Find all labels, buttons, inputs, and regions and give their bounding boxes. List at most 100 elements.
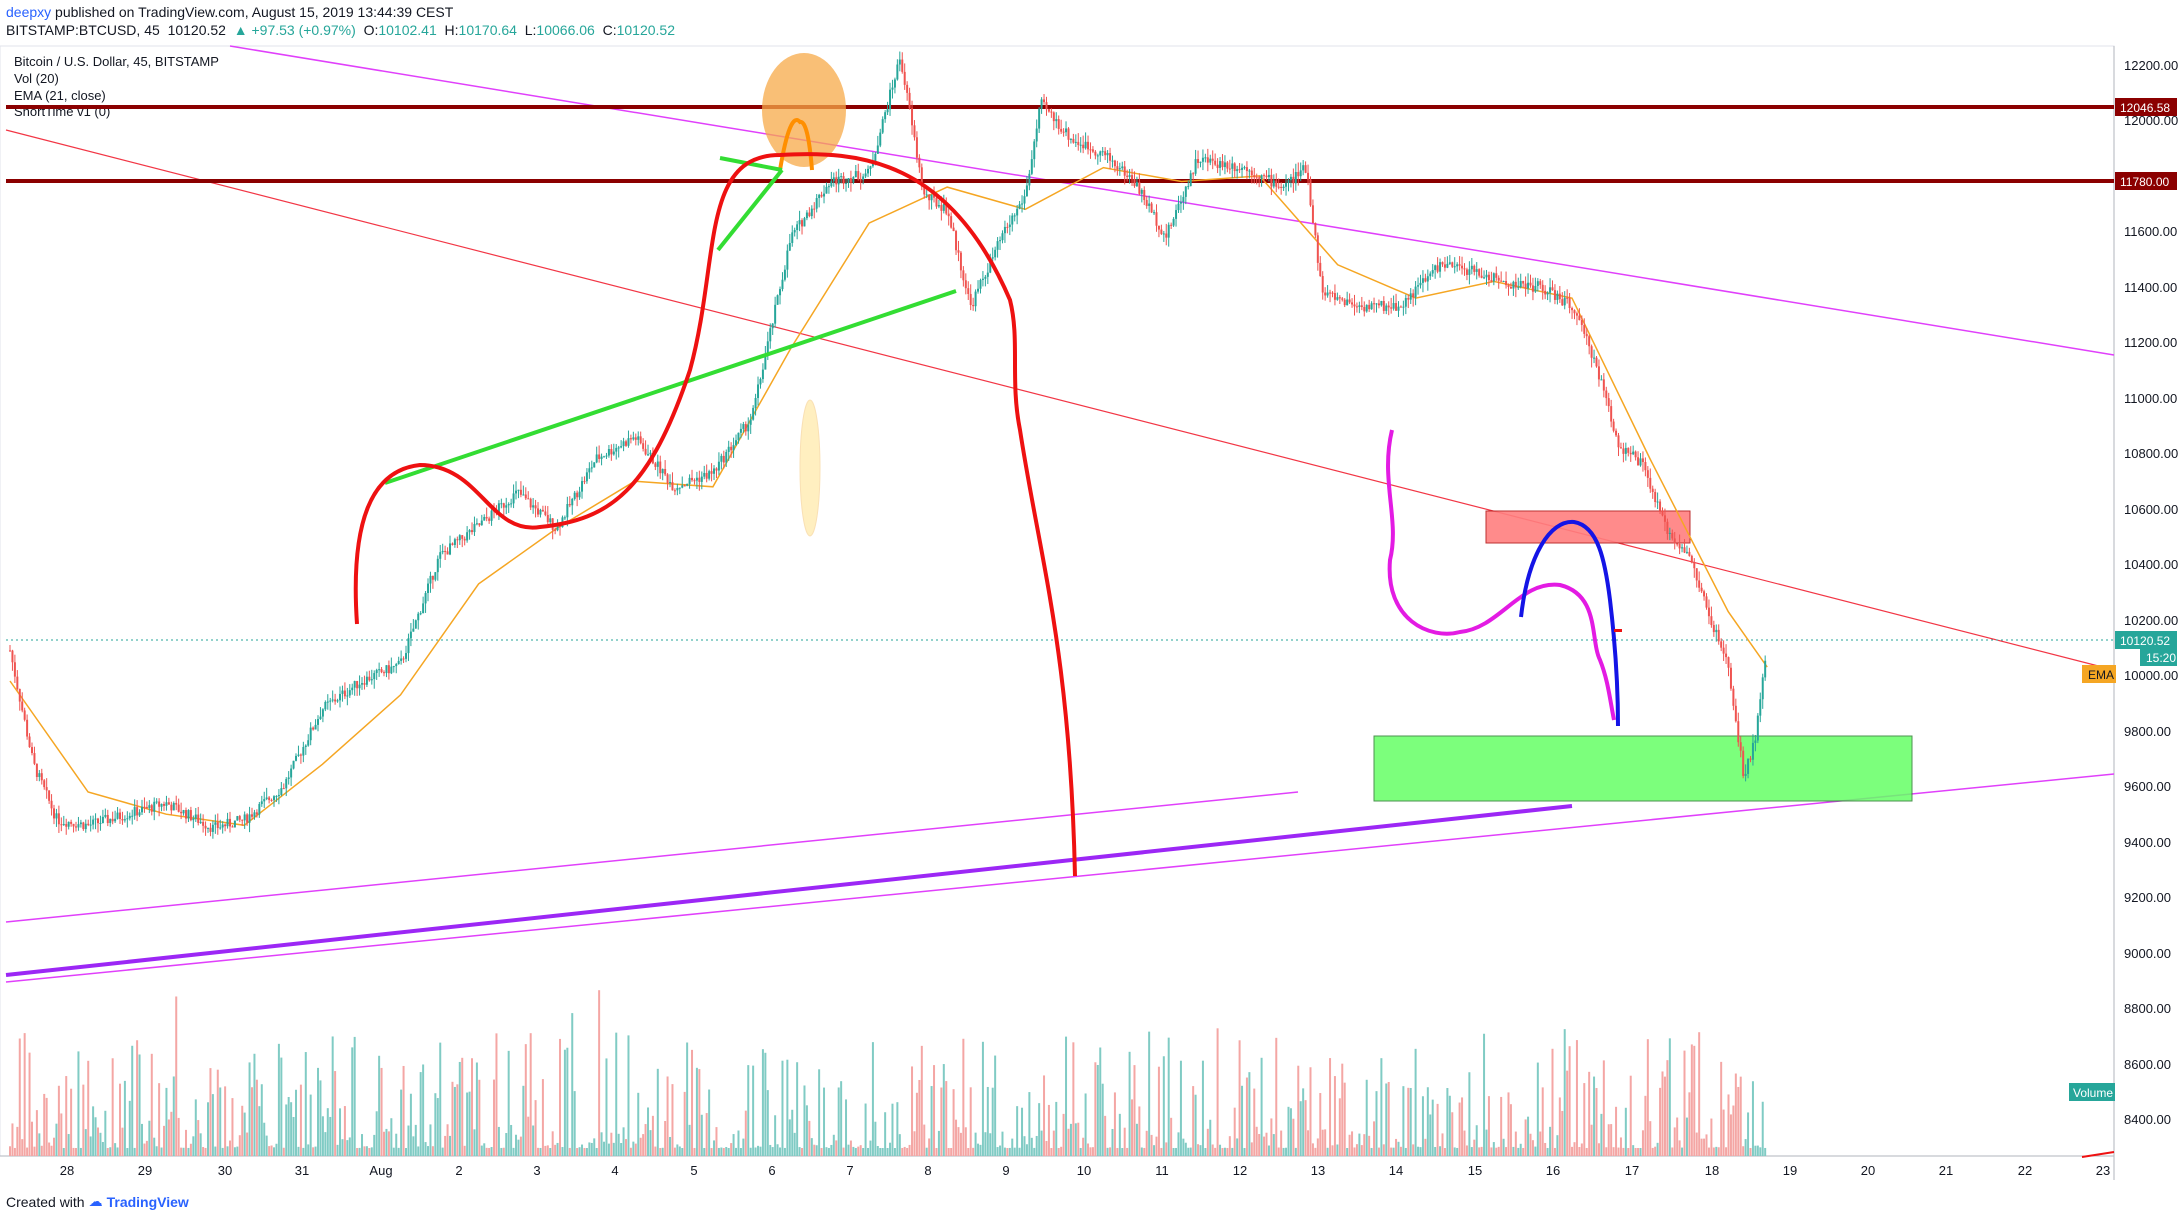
candle-body xyxy=(532,505,535,508)
volume-bar xyxy=(952,1089,955,1156)
volume-bar xyxy=(1206,1128,1209,1156)
volume-bar xyxy=(1732,1105,1735,1156)
time-axis[interactable]: 28 29 30 31 Aug 2 3 4 5 6 7 8 9 10 11 12… xyxy=(60,1163,2110,1178)
candle-body xyxy=(1221,161,1224,168)
volume-bar xyxy=(896,1102,899,1156)
volume-bar xyxy=(918,1079,921,1156)
price-chart[interactable]: Bitcoin / U.S. Dollar, 45, BITSTAMP Vol … xyxy=(0,40,2184,1190)
candle-body xyxy=(1395,303,1398,311)
candle-body xyxy=(686,483,689,486)
volume-bar xyxy=(79,1147,82,1156)
candle-body xyxy=(617,447,620,449)
volume-bar xyxy=(603,1141,606,1156)
candle-body xyxy=(263,799,266,802)
volume-bar xyxy=(549,1148,552,1156)
volume-bar xyxy=(38,1133,41,1156)
candle-body xyxy=(287,777,290,779)
highlight-ellipse-small[interactable] xyxy=(799,399,821,537)
chart-area[interactable]: Bitcoin / U.S. Dollar, 45, BITSTAMP Vol … xyxy=(0,40,2184,1190)
volume-bar xyxy=(104,1110,107,1156)
author-link[interactable]: deepxy xyxy=(6,4,52,20)
time-tick: 10 xyxy=(1077,1163,1091,1178)
purple-support-trendline[interactable] xyxy=(5,804,1573,977)
magenta-lower-trendline[interactable] xyxy=(5,773,2115,983)
volume-bar xyxy=(832,1134,835,1156)
candle-body xyxy=(172,802,175,811)
volume-bar xyxy=(825,1147,828,1156)
candle-body xyxy=(810,208,813,217)
candle-body xyxy=(605,455,608,457)
candle-body xyxy=(1299,170,1302,177)
green-trendline[interactable] xyxy=(384,289,957,485)
magenta-upper-trendline[interactable] xyxy=(229,45,2115,356)
volume-bar xyxy=(1214,1147,1217,1156)
candle-body xyxy=(847,178,850,184)
volume-bar xyxy=(1106,1147,1109,1156)
volume-bar xyxy=(1094,1062,1097,1156)
volume-bar xyxy=(1431,1099,1434,1156)
candle-body xyxy=(380,669,383,673)
volume-bar xyxy=(1368,1135,1371,1156)
volume-bar xyxy=(1502,1138,1505,1156)
candle-body xyxy=(1512,281,1515,289)
candle-body xyxy=(666,474,669,484)
orange-arc[interactable] xyxy=(778,118,814,171)
magenta-mid-trendline[interactable] xyxy=(5,791,1299,923)
volume-bar xyxy=(339,1108,342,1156)
candle-body xyxy=(962,270,965,281)
publish-line: deepxy published on TradingView.com, Aug… xyxy=(6,4,453,20)
volume-bar xyxy=(1417,1146,1420,1156)
volume-bar xyxy=(610,1132,613,1156)
volume-bar xyxy=(634,1143,637,1156)
volume-bar xyxy=(67,1134,70,1156)
candle-body xyxy=(60,824,63,826)
candle-body xyxy=(647,454,650,456)
blue-curve-drawing[interactable] xyxy=(1519,519,1620,727)
price-axis[interactable]: 12200.00 12000.00 11800.00 11600.00 1140… xyxy=(2124,58,2178,1127)
volume-bar xyxy=(881,1148,884,1156)
volume-bar xyxy=(414,1124,417,1156)
highlight-ellipse-top[interactable] xyxy=(762,53,846,167)
volume-bar xyxy=(1236,1138,1239,1156)
candle-body xyxy=(908,92,911,109)
candle-body xyxy=(507,504,510,506)
volume-bar xyxy=(1275,1037,1278,1156)
candle-body xyxy=(1463,268,1466,270)
candle-body xyxy=(1248,170,1251,172)
candle-body xyxy=(1355,306,1358,308)
candle-body xyxy=(837,176,840,185)
candle-body xyxy=(1761,677,1764,700)
red-curve-drawing[interactable] xyxy=(353,152,1077,877)
candle-body xyxy=(788,242,791,251)
volume-bar xyxy=(600,1132,603,1156)
volume-bar xyxy=(343,1106,346,1156)
volume-bar xyxy=(1754,1145,1757,1156)
volume-bar xyxy=(1248,1072,1251,1156)
volume-bar xyxy=(857,1146,860,1156)
tradingview-brand[interactable]: TradingView xyxy=(106,1193,189,1210)
price-tick: 12200.00 xyxy=(2124,58,2178,73)
volume-bar xyxy=(1096,1064,1099,1156)
candle-body xyxy=(1487,274,1490,281)
volume-bar xyxy=(1404,1147,1407,1156)
green-triangle-side[interactable] xyxy=(716,168,784,252)
magenta-curve-drawing[interactable] xyxy=(1386,429,1616,721)
volume-bar xyxy=(121,1127,124,1156)
candle-body xyxy=(952,227,955,232)
volume-bar xyxy=(97,1127,100,1156)
volume-bar xyxy=(62,1147,65,1156)
red-descending-trendline[interactable] xyxy=(5,129,2115,671)
volume-bar xyxy=(515,1134,518,1156)
candle-body xyxy=(1612,421,1615,431)
green-triangle-top[interactable] xyxy=(719,156,783,172)
volume-bar xyxy=(1497,1146,1500,1156)
candle-body xyxy=(1436,265,1439,272)
ohlc-line: BITSTAMP:BTCUSD, 45 10120.52 ▲ +97.53 (+… xyxy=(6,22,675,38)
candle-body xyxy=(417,613,420,621)
volume-bar xyxy=(1715,1146,1718,1156)
volume-bar xyxy=(964,1127,967,1156)
candle-body xyxy=(45,787,48,791)
support-zone[interactable] xyxy=(1373,735,1913,802)
volume-bar xyxy=(204,1147,207,1156)
volume-bar xyxy=(1707,1147,1710,1156)
